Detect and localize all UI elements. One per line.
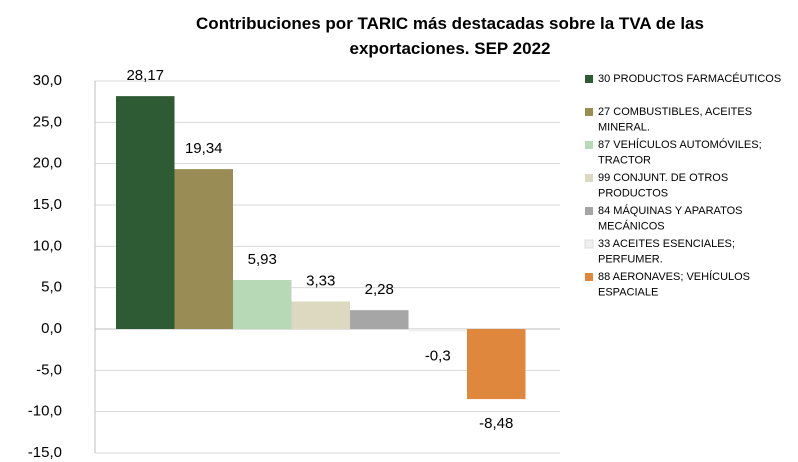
y-tick-label: 15,0 [33, 196, 62, 213]
legend-swatch [584, 239, 594, 249]
value-label: 3,33 [306, 272, 335, 289]
y-tick-label: -15,0 [28, 444, 62, 461]
value-label: 19,34 [185, 140, 223, 157]
value-label: 2,28 [365, 281, 394, 298]
y-tick-label: 0,0 [41, 320, 62, 337]
bar [408, 329, 467, 332]
legend-label: 27 COMBUSTIBLES, ACEITES MINERAL. [598, 106, 752, 134]
y-tick-label: 20,0 [33, 155, 62, 172]
bar [291, 301, 350, 329]
legend-label: 99 CONJUNT. DE OTROS PRODUCTOS [598, 172, 728, 200]
y-tick-label: 30,0 [33, 72, 62, 89]
y-tick-label: -10,0 [28, 403, 62, 420]
bar [233, 279, 292, 329]
legend-swatch [585, 207, 593, 215]
bar [467, 329, 526, 400]
value-label: 5,93 [248, 251, 277, 268]
value-label: -8,48 [479, 415, 513, 432]
chart-title: Contribuciones por TARIC más destacadas … [196, 14, 704, 58]
legend-label: 88 AERONAVES; VEHÍCULOS ESPACIALE [598, 270, 750, 299]
y-tick-label: -5,0 [36, 361, 62, 378]
y-tick-label: 10,0 [33, 237, 62, 254]
legend-label: 87 VEHÍCULOS AUTOMÓVILES; TRACTOR [598, 138, 762, 167]
legend-swatch [585, 75, 593, 83]
bar [174, 169, 233, 329]
legend-label: 84 MÁQUINAS Y APARATOS MECÁNICOS [598, 204, 742, 233]
legend-label: 30 PRODUCTOS FARMACÉUTICOS [598, 72, 781, 85]
y-tick-label: 25,0 [33, 113, 62, 130]
bar [116, 96, 175, 330]
legend-swatch [585, 174, 593, 182]
legend-swatch [585, 108, 593, 116]
legend-swatch [585, 141, 593, 149]
bar [350, 310, 409, 329]
y-tick-label: 5,0 [41, 279, 62, 296]
legend-swatch [585, 273, 593, 281]
legend-label: 33 ACEITES ESENCIALES; PERFUMER. [598, 238, 735, 266]
value-label: -0,3 [425, 347, 451, 364]
value-label: 28,17 [126, 67, 164, 84]
